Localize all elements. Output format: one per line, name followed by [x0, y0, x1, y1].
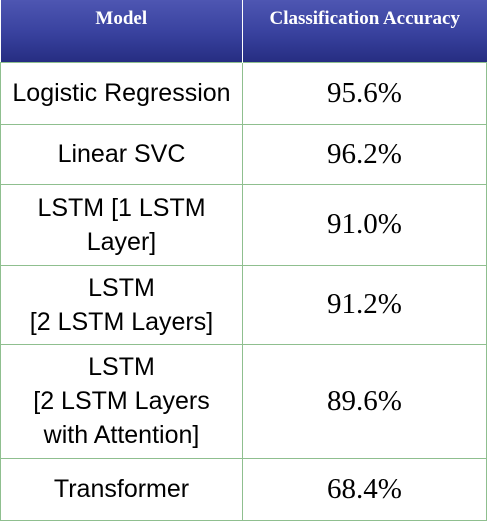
- table-row: Transformer 68.4%: [0, 457, 487, 521]
- header-model: Model: [0, 0, 243, 62]
- table-row: LSTM [1 LSTM Layer] 91.0%: [0, 183, 487, 266]
- model-cell: Linear SVC: [0, 123, 243, 185]
- model-cell: Logistic Regression: [0, 61, 243, 125]
- table-row: LSTM [2 LSTM Layers with Attention] 89.6…: [0, 343, 487, 459]
- table-row: LSTM [2 LSTM Layers] 91.2%: [0, 264, 487, 345]
- accuracy-cell: 91.0%: [242, 183, 487, 266]
- table-row: Logistic Regression 95.6%: [0, 61, 487, 125]
- header-row: Model Classification Accuracy: [0, 0, 487, 62]
- accuracy-cell: 89.6%: [242, 343, 487, 459]
- table-body: Logistic Regression 95.6% Linear SVC 96.…: [0, 61, 487, 521]
- accuracy-cell: 95.6%: [242, 61, 487, 125]
- model-name-line: Linear SVC: [57, 140, 186, 168]
- accuracy-cell: 96.2%: [242, 123, 487, 185]
- table-row: Linear SVC 96.2%: [0, 123, 487, 185]
- model-cell: LSTM [2 LSTM Layers]: [0, 264, 243, 345]
- model-name-line: [2 LSTM Layers]: [29, 307, 214, 336]
- model-name-line: Logistic Regression: [12, 79, 231, 107]
- header-accuracy: Classification Accuracy: [242, 0, 487, 62]
- model-cell: LSTM [1 LSTM Layer]: [0, 183, 243, 266]
- model-name-line: with Attention]: [43, 421, 200, 449]
- model-name-line: Layer]: [86, 227, 157, 256]
- table-header: Model Classification Accuracy: [0, 0, 487, 62]
- accuracy-cell: 68.4%: [242, 457, 487, 521]
- model-name-line: LSTM: [88, 273, 155, 302]
- model-name-line: Transformer: [53, 475, 190, 503]
- model-name-line: [2 LSTM Layers: [33, 387, 210, 415]
- accuracy-cell: 91.2%: [242, 264, 487, 345]
- model-cell: LSTM [2 LSTM Layers with Attention]: [0, 343, 243, 459]
- model-name-line: LSTM [1 LSTM: [37, 193, 206, 222]
- model-name-line: LSTM: [88, 353, 155, 381]
- model-cell: Transformer: [0, 457, 243, 521]
